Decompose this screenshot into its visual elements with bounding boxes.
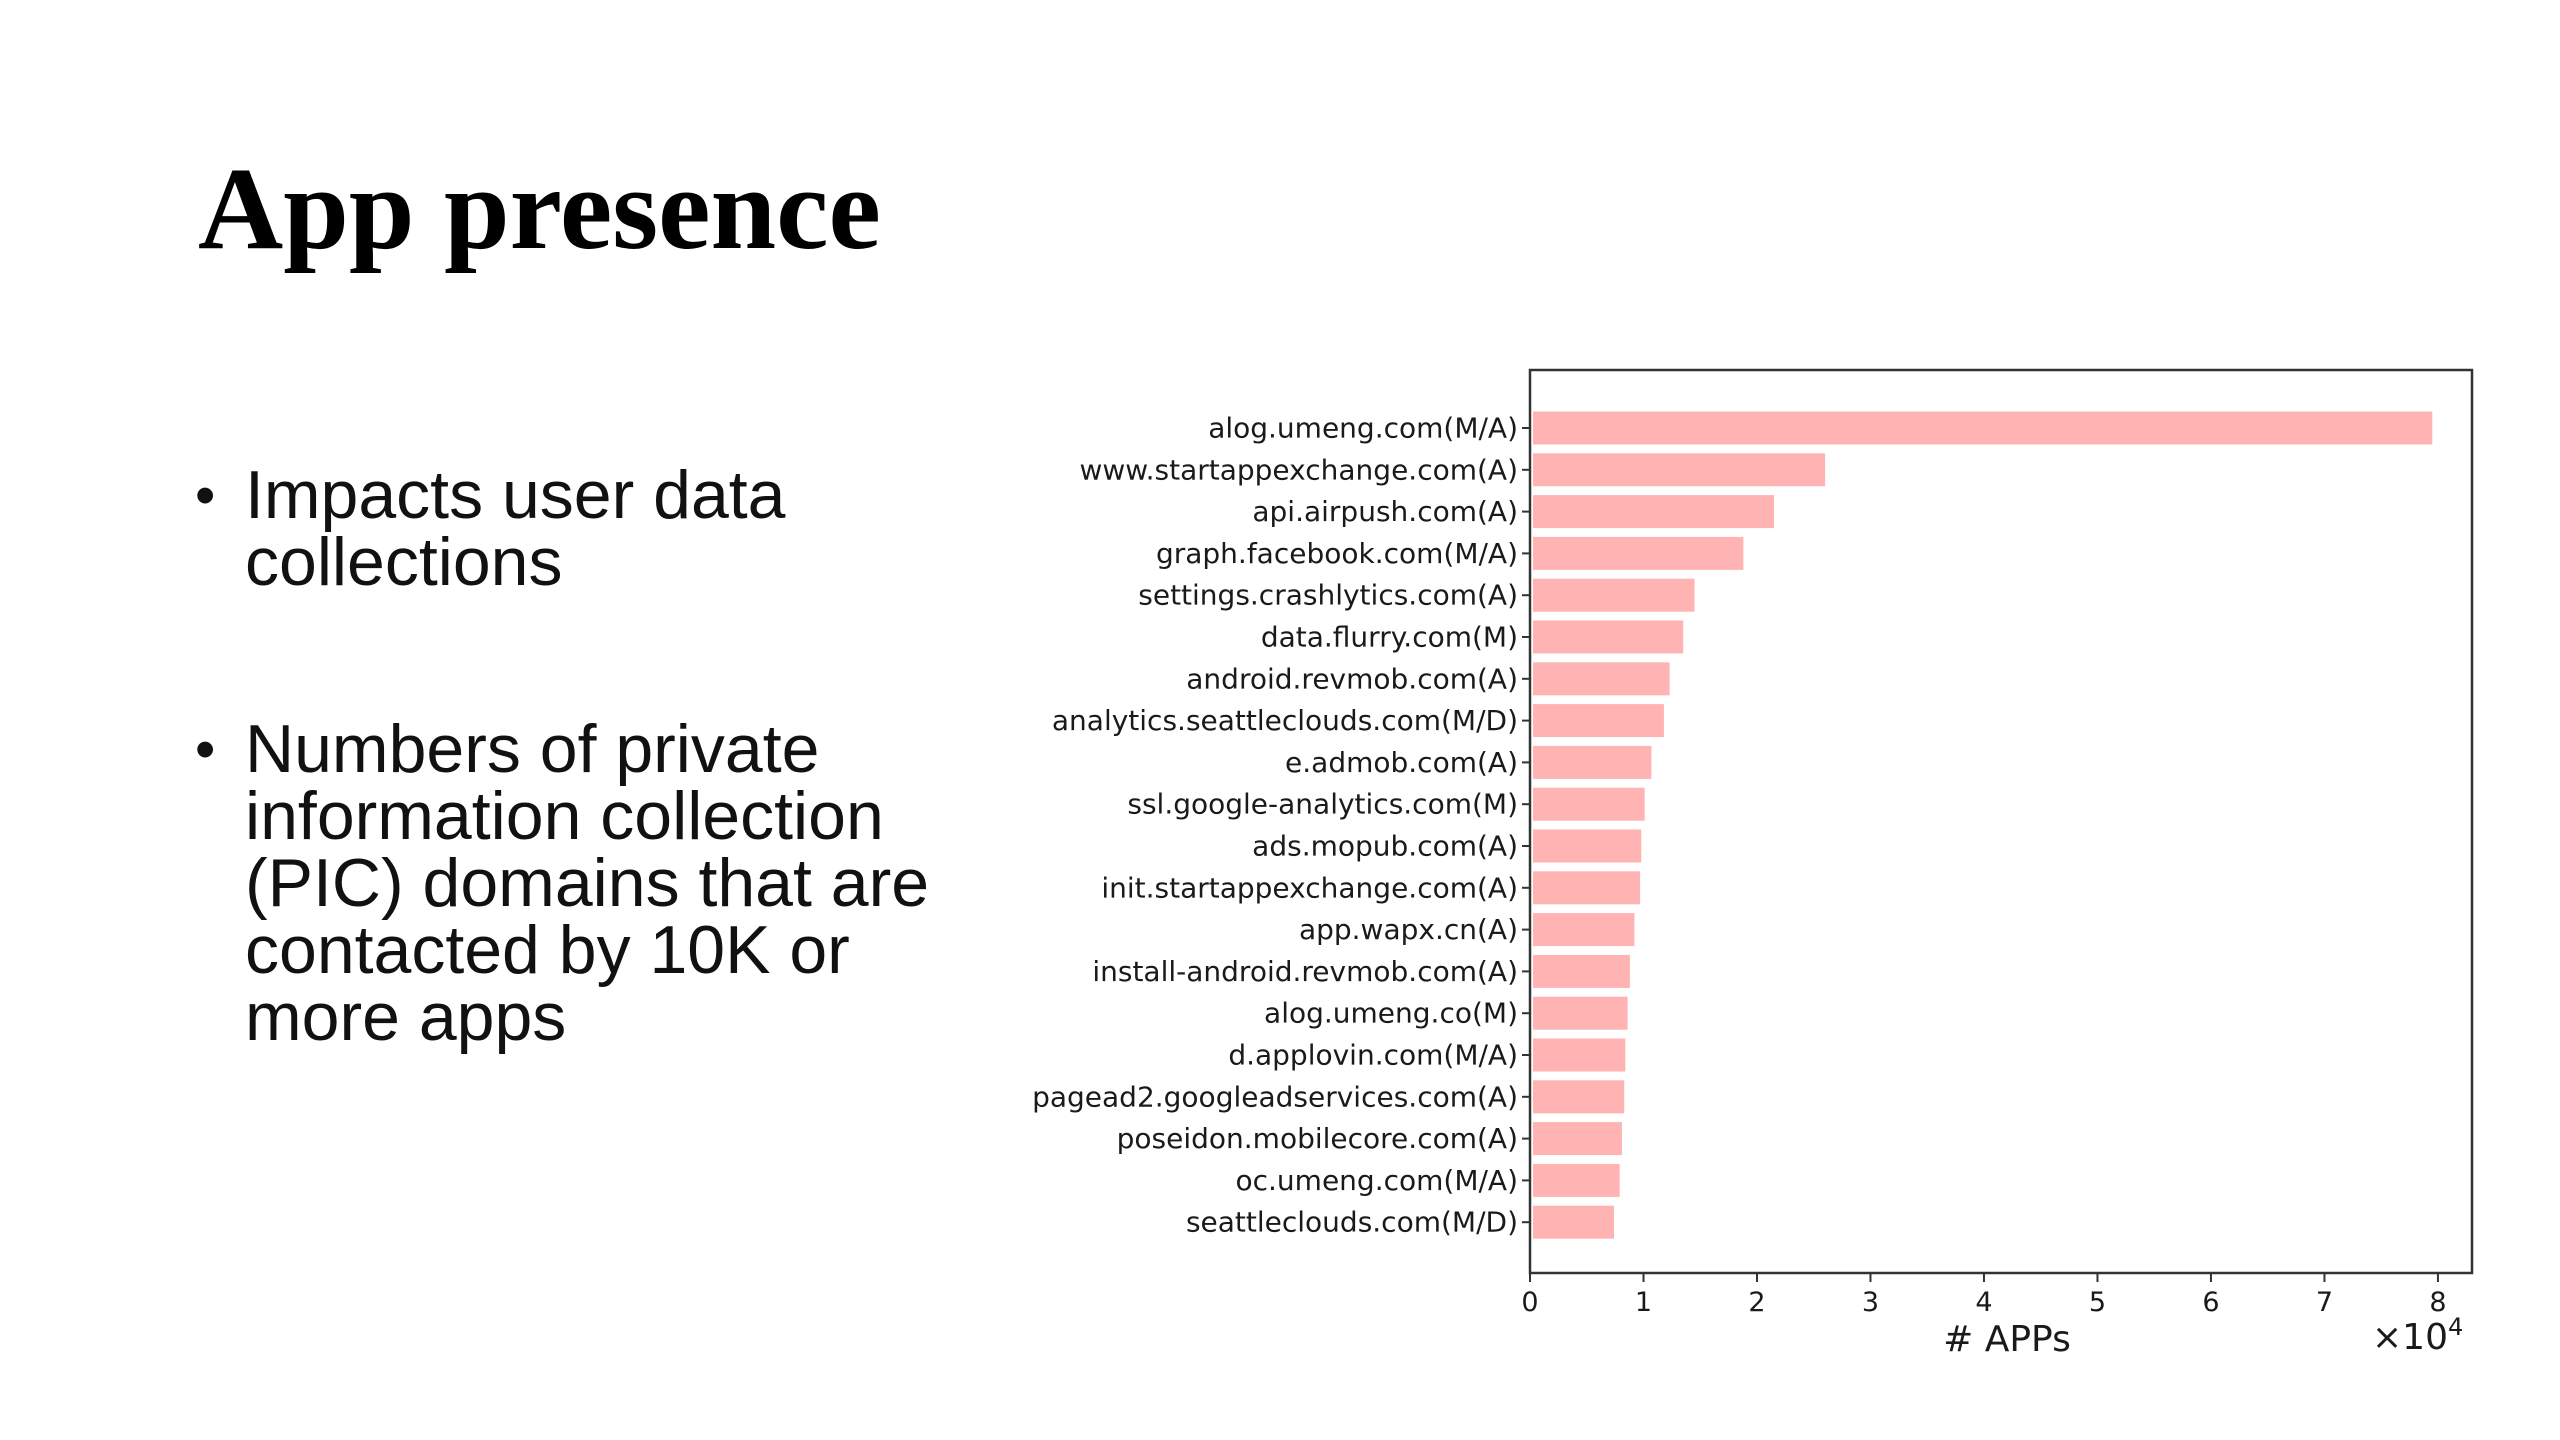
category-label: graph.facebook.com(M/A)	[1156, 537, 1518, 570]
bullet-text: Numbers of private information collectio…	[245, 711, 930, 1055]
category-label: api.airpush.com(A)	[1252, 495, 1518, 528]
bar	[1533, 662, 1670, 696]
x-tick-label: 1	[1635, 1287, 1652, 1318]
category-label: oc.umeng.com(M/A)	[1236, 1164, 1519, 1197]
bar	[1533, 1080, 1625, 1114]
bar	[1533, 996, 1628, 1030]
bar	[1533, 787, 1645, 821]
x-tick-label: 5	[2089, 1287, 2106, 1318]
x-tick-label: 0	[1521, 1287, 1538, 1318]
category-label: settings.crashlytics.com(A)	[1138, 579, 1518, 612]
plot-frame	[1528, 368, 2474, 1275]
category-label: seattleclouds.com(M/D)	[1186, 1206, 1518, 1239]
category-label: app.wapx.cn(A)	[1299, 913, 1518, 946]
category-label: www.startappexchange.com(A)	[1079, 453, 1518, 486]
bar	[1533, 954, 1630, 988]
bullet-item: • Impacts user data collections	[195, 461, 955, 596]
category-label: init.startappexchange.com(A)	[1101, 871, 1518, 904]
x-tick-label: 6	[2202, 1287, 2219, 1318]
bar	[1533, 620, 1684, 654]
bar	[1533, 495, 1775, 529]
bar	[1533, 1163, 1620, 1197]
category-label: data.flurry.com(M)	[1261, 621, 1518, 654]
bullet-list: • Impacts user data collections • Number…	[195, 461, 955, 1051]
x-tick-label: 8	[2429, 1287, 2446, 1318]
category-label: android.revmob.com(A)	[1186, 662, 1518, 695]
bar	[1533, 536, 1744, 570]
bar	[1533, 453, 1826, 487]
category-label: alog.umeng.com(M/A)	[1208, 412, 1518, 445]
bar	[1533, 913, 1635, 947]
category-label: pagead2.googleadservices.com(A)	[1032, 1080, 1518, 1113]
slide-title: App presence	[198, 143, 881, 274]
ticks-layer	[1522, 427, 2439, 1282]
labels-layer: alog.umeng.com(M/A) www.startappexchange.…	[1032, 412, 2446, 1319]
x-multiplier-exponent: 4	[2448, 1313, 2463, 1341]
bar	[1533, 578, 1695, 612]
bar	[1533, 829, 1642, 863]
category-label: ads.mopub.com(A)	[1252, 830, 1518, 863]
bar	[1533, 1205, 1614, 1239]
bar	[1533, 1038, 1626, 1072]
bullet-text: Impacts user data collections	[245, 457, 786, 600]
bar	[1533, 745, 1652, 779]
category-label: install-android.revmob.com(A)	[1092, 955, 1518, 988]
bullet-dot-icon: •	[195, 717, 216, 782]
x-tick-label: 4	[1975, 1287, 1992, 1318]
x-tick-label: 7	[2316, 1287, 2333, 1318]
category-label: ssl.google-analytics.com(M)	[1127, 788, 1518, 821]
x-axis-multiplier: ×104	[2372, 1313, 2463, 1358]
category-label: analytics.seattleclouds.com(M/D)	[1052, 704, 1518, 737]
x-tick-label: 2	[1748, 1287, 1765, 1318]
category-label: alog.umeng.co(M)	[1264, 997, 1518, 1030]
bar	[1533, 1122, 1622, 1156]
bars-layer	[1533, 411, 2433, 1239]
category-label: e.admob.com(A)	[1285, 746, 1518, 779]
x-multiplier-base: ×10	[2372, 1317, 2448, 1358]
category-label: poseidon.mobilecore.com(A)	[1117, 1122, 1518, 1155]
bullet-item: • Numbers of private information collect…	[195, 715, 955, 1051]
bar	[1533, 871, 1641, 905]
x-axis-title: # APPs	[1943, 1319, 2071, 1360]
bar	[1533, 704, 1664, 738]
bar	[1533, 411, 2433, 445]
x-tick-label: 3	[1862, 1287, 1879, 1318]
bullet-dot-icon: •	[195, 463, 216, 528]
category-label: d.applovin.com(M/A)	[1228, 1039, 1518, 1072]
